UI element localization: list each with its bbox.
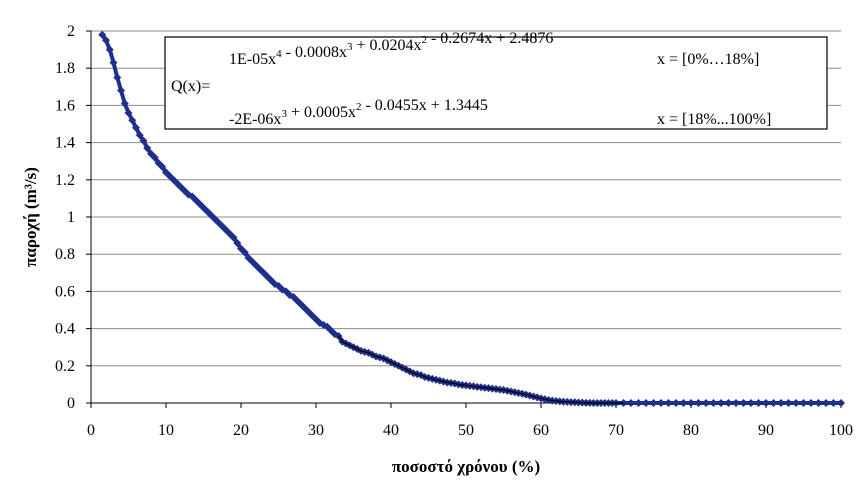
equation-1: 1E-05x4 - 0.0008x3 + 0.0204x2 - 0.2674x … xyxy=(229,30,553,68)
equation-term: + 0.0005x xyxy=(287,104,356,121)
equation-term: -2E-06x xyxy=(229,111,281,128)
equation-2: -2E-06x3 + 0.0005x2 - 0.0455x + 1.3445 xyxy=(229,97,488,128)
data-point xyxy=(150,153,159,162)
data-point xyxy=(102,36,110,45)
data-point xyxy=(829,399,838,407)
y-tick-label: 0.4 xyxy=(55,321,75,338)
data-point xyxy=(792,399,800,407)
x-tick-label: 40 xyxy=(383,422,399,439)
y-axis-title: παροχή (m³/s) xyxy=(21,167,40,267)
data-point xyxy=(143,144,152,153)
data-point xyxy=(117,86,125,95)
data-point xyxy=(807,399,815,407)
data-point xyxy=(135,131,144,140)
x-tick-label: 20 xyxy=(233,422,249,439)
data-point xyxy=(777,399,785,407)
equation-box: Q(x)= 1E-05x4 - 0.0008x3 + 0.0204x2 - 0.… xyxy=(164,30,828,130)
data-point xyxy=(649,399,658,407)
x-tick-label: 0 xyxy=(87,422,95,439)
fit-line xyxy=(337,335,624,404)
data-point xyxy=(657,399,665,407)
data-point xyxy=(837,399,845,407)
data-point xyxy=(814,399,823,407)
data-point xyxy=(769,399,778,407)
data-point xyxy=(754,399,763,407)
data-point xyxy=(98,30,107,39)
data-point xyxy=(109,58,118,67)
data-point xyxy=(139,136,148,145)
data-point xyxy=(132,123,140,132)
equation-1-range: x = [0%…18%] xyxy=(657,51,759,68)
equation-term: 1E-05x xyxy=(229,51,276,68)
equation-exponent: 2 xyxy=(356,101,362,113)
data-point xyxy=(627,399,635,407)
data-point xyxy=(799,399,808,407)
x-tick-label: 30 xyxy=(308,422,324,439)
y-tick-label: 2 xyxy=(67,23,75,40)
data-point xyxy=(717,399,725,407)
x-tick-label: 80 xyxy=(683,422,699,439)
data-point xyxy=(732,399,740,407)
data-point xyxy=(709,399,718,407)
data-point xyxy=(120,99,129,108)
y-tick-label: 1.6 xyxy=(55,97,75,114)
data-series xyxy=(98,30,845,407)
data-point xyxy=(124,108,133,117)
data-point xyxy=(113,73,122,82)
equation-term: + 0.0204x xyxy=(352,37,421,54)
x-tick-label: 70 xyxy=(608,422,624,439)
data-point xyxy=(642,399,650,407)
x-tick-label: 50 xyxy=(458,422,474,439)
y-tick-label: 1.8 xyxy=(55,60,75,77)
equation-exponent: 2 xyxy=(421,34,427,46)
y-tick-label: 1 xyxy=(67,209,75,226)
data-point xyxy=(634,399,643,407)
equation-exponent: 3 xyxy=(347,41,353,53)
data-point xyxy=(694,399,703,407)
equation-term: - 0.0455x + 1.3445 xyxy=(361,97,487,114)
y-tick-label: 1.2 xyxy=(55,172,75,189)
y-tick-label: 0.6 xyxy=(55,283,75,300)
data-point xyxy=(240,248,249,257)
equation-term: - 0.2674x + 2.4876 xyxy=(427,30,553,47)
data-point xyxy=(679,399,688,407)
y-tick-label: 0 xyxy=(67,395,75,412)
data-point xyxy=(739,399,748,407)
equation-term: - 0.0008x xyxy=(282,44,347,61)
x-tick-label: 10 xyxy=(158,422,174,439)
data-point xyxy=(747,399,755,407)
equation-2-range: x = [18%...100%] xyxy=(657,111,771,128)
x-tick-label: 60 xyxy=(533,422,549,439)
equation-label: Q(x)= xyxy=(171,78,210,95)
x-tick-label: 90 xyxy=(758,422,774,439)
y-tick-label: 0.2 xyxy=(55,358,75,375)
y-tick-label: 1.4 xyxy=(55,135,75,152)
data-point xyxy=(229,233,238,242)
y-tick-labels: 0 0.2 0.4 0.6 0.8 1 1.2 1.4 1.6 1.8 2 xyxy=(55,23,75,412)
data-point xyxy=(724,399,733,407)
data-point xyxy=(702,399,710,407)
data-point xyxy=(233,239,242,248)
data-point xyxy=(822,399,830,407)
equation-exponent: 4 xyxy=(276,48,282,60)
data-point xyxy=(784,399,793,407)
data-point xyxy=(672,399,680,407)
x-tick-label: 100 xyxy=(829,422,853,439)
data-point xyxy=(762,399,770,407)
equation-box-frame xyxy=(164,36,828,130)
data-point xyxy=(664,399,673,407)
x-axis-title: ποσοστό χρόνου (%) xyxy=(392,457,540,476)
data-point xyxy=(687,399,695,407)
data-point xyxy=(128,116,137,125)
data-point xyxy=(158,162,167,171)
data-point xyxy=(105,45,114,54)
equation-exponent: 3 xyxy=(281,108,287,120)
x-tick-labels: 0 10 20 30 40 50 60 70 80 90 100 xyxy=(87,422,853,439)
y-tick-label: 0.8 xyxy=(55,246,75,263)
